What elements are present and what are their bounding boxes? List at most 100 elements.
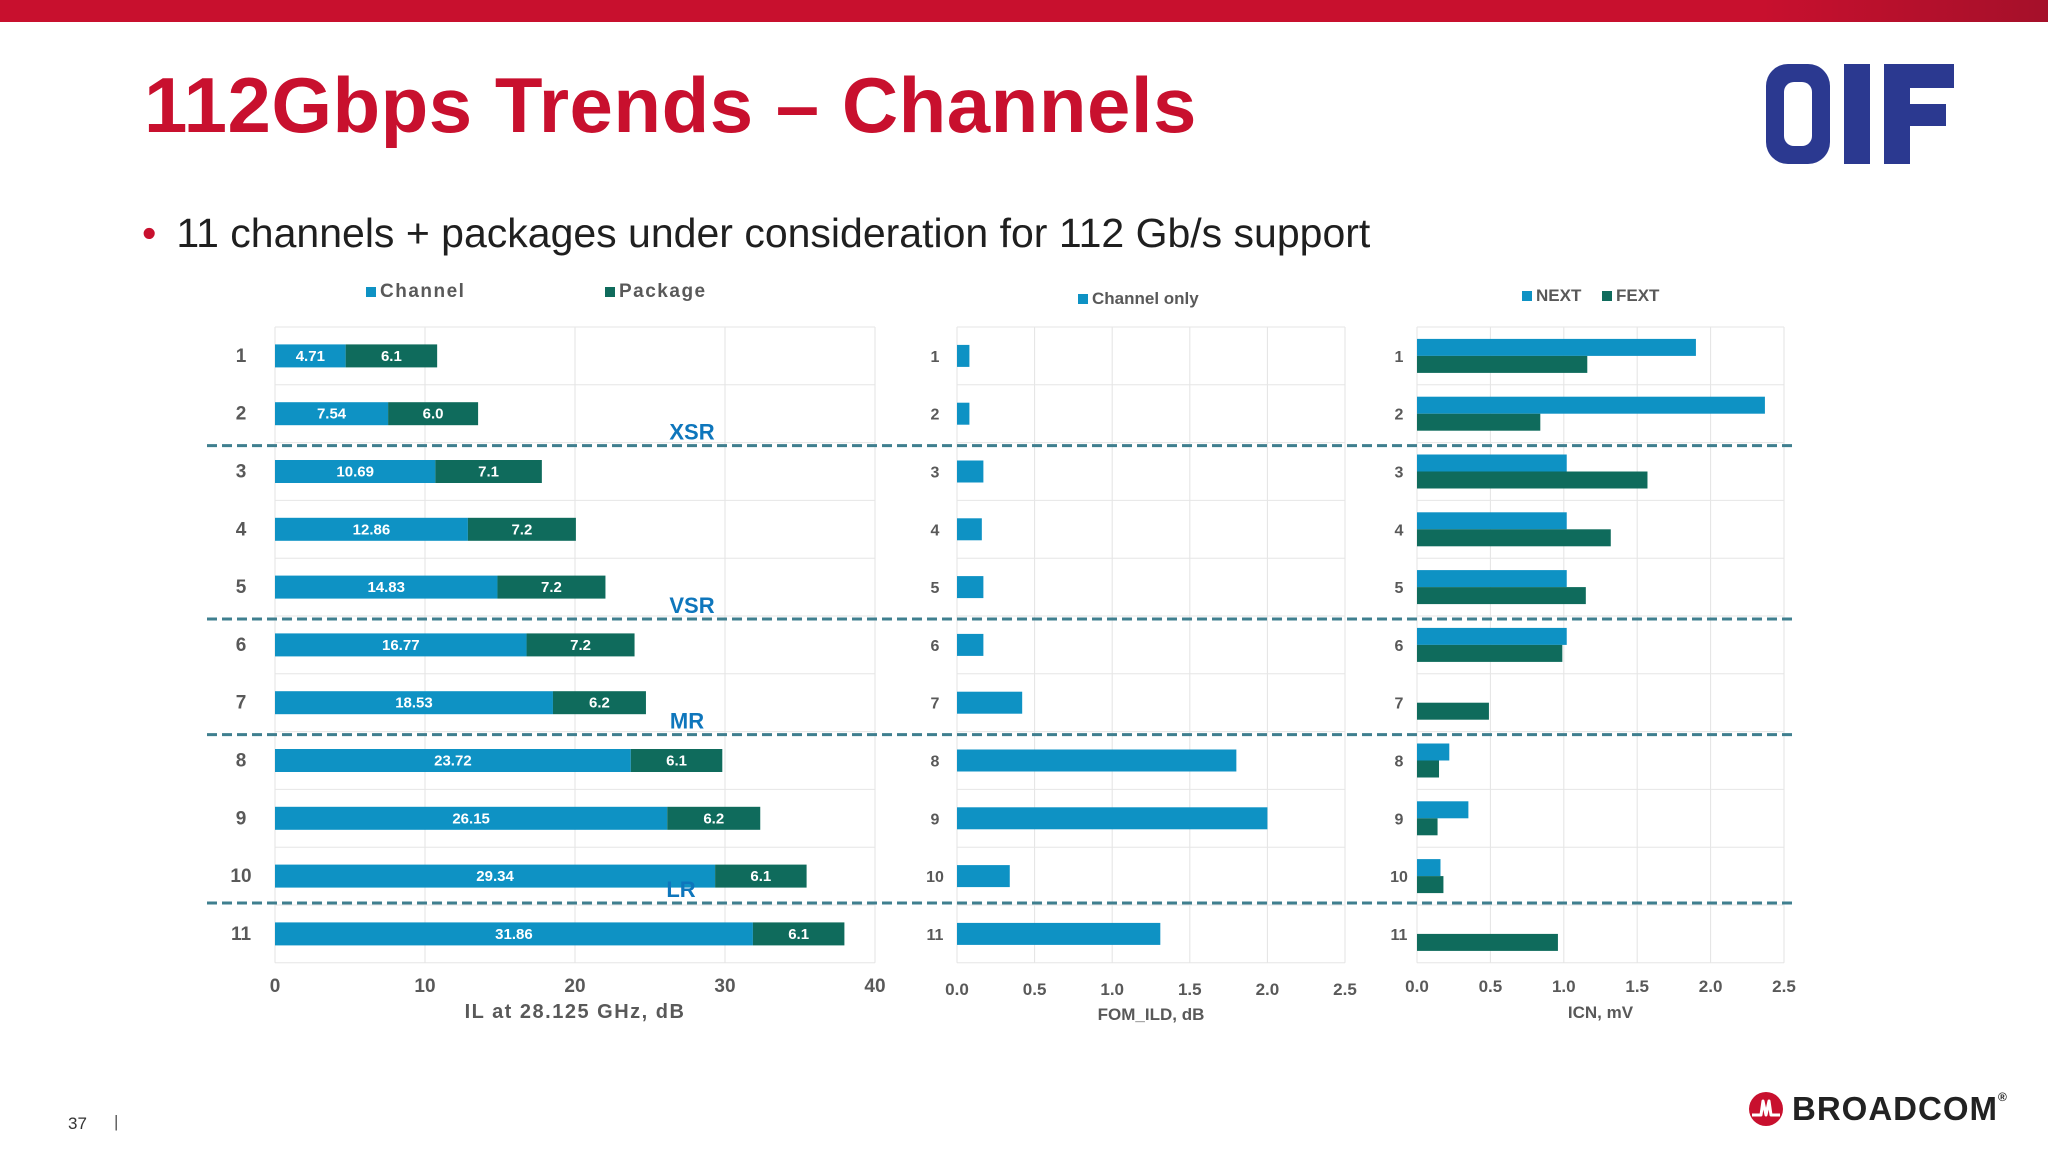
bar-channel — [275, 749, 631, 772]
bar-next — [1417, 627, 1567, 645]
data-label-channel: 29.34 — [476, 868, 514, 885]
x-tick-label: 10 — [414, 976, 435, 997]
bar-next — [1417, 338, 1696, 356]
bar-fext — [1417, 413, 1541, 431]
broadcom-mark-icon — [1749, 1092, 1783, 1126]
category-label: 10 — [926, 869, 944, 886]
data-label-channel: 12.86 — [353, 521, 391, 538]
bar-next — [1417, 801, 1469, 819]
category-label: 3 — [236, 462, 247, 483]
category-label: 1 — [236, 346, 247, 367]
legend-label: FEXT — [1616, 286, 1660, 305]
data-label-package: 6.2 — [589, 695, 610, 712]
page-number: 37 — [68, 1114, 87, 1133]
category-label: 9 — [236, 808, 247, 829]
x-axis-title: ICN, mV — [1568, 1003, 1634, 1022]
bar-channel — [275, 806, 668, 830]
bar-fext — [1417, 471, 1648, 489]
category-label: 8 — [236, 751, 247, 772]
bar-package — [435, 460, 542, 483]
bullet-dot: • — [142, 210, 157, 256]
category-label: 1 — [1395, 349, 1404, 366]
bar-package — [388, 402, 479, 426]
top-accent-bar — [0, 0, 2048, 22]
x-tick-label: 2.0 — [1256, 980, 1280, 999]
broadcom-logo: BROADCOM® — [1748, 1090, 2008, 1128]
category-label: 8 — [931, 754, 940, 771]
bar-channel — [275, 575, 498, 599]
bar-channel-only — [957, 807, 1268, 830]
bar-fext — [1417, 818, 1438, 836]
bar-channel — [275, 691, 553, 715]
bar-channel-only — [957, 691, 1023, 714]
legend-swatch — [1522, 291, 1532, 301]
x-tick-label: 20 — [564, 976, 585, 997]
oif-logo — [1766, 64, 1954, 164]
bar-channel — [275, 633, 527, 657]
bar-package — [497, 575, 606, 599]
data-label-package: 6.2 — [703, 810, 724, 827]
bar-package — [667, 806, 761, 830]
category-label: 4 — [931, 522, 940, 539]
x-tick-label: 2.5 — [1333, 980, 1357, 999]
bar-next — [1417, 743, 1450, 761]
bar-package — [715, 864, 807, 888]
category-label: 6 — [236, 635, 247, 656]
bar-channel-only — [957, 460, 984, 483]
data-label-package: 6.1 — [788, 926, 809, 943]
bar-package — [526, 633, 635, 657]
bar-next — [1417, 859, 1441, 877]
bar-channel-only — [957, 518, 982, 541]
bar-channel-only — [957, 865, 1010, 888]
category-label: 2 — [1395, 407, 1404, 424]
category-label: 4 — [236, 519, 247, 540]
x-tick-label: 0.5 — [1023, 980, 1047, 999]
category-label: 7 — [1395, 696, 1404, 713]
bullet-point: • 11 channels + packages under considerat… — [142, 210, 1370, 257]
category-label: 3 — [1395, 465, 1404, 482]
bar-channel — [275, 922, 753, 946]
category-label: 1 — [931, 349, 940, 366]
data-label-channel: 7.54 — [317, 406, 347, 423]
category-label: 3 — [931, 465, 940, 482]
category-label: 6 — [931, 638, 940, 655]
x-axis-title: FOM_ILD, dB — [1098, 1005, 1205, 1024]
bar-package — [467, 517, 576, 541]
slide-title: 112Gbps Trends – Channels — [144, 61, 1197, 149]
category-label: 2 — [931, 407, 940, 424]
bar-channel-only — [957, 749, 1237, 772]
category-label: 2 — [236, 404, 247, 425]
bar-channel — [275, 864, 716, 888]
bar-fext — [1417, 529, 1611, 547]
x-tick-label: 1.5 — [1625, 977, 1649, 996]
bar-next — [1417, 512, 1567, 530]
band-label: XSR — [669, 420, 714, 445]
bar-fext — [1417, 355, 1588, 373]
data-label-package: 6.1 — [750, 868, 771, 885]
x-tick-label: 0.5 — [1479, 977, 1503, 996]
data-label-channel: 4.71 — [296, 348, 325, 365]
legend-label: Channel only — [1092, 289, 1199, 308]
category-label: 11 — [1391, 927, 1408, 944]
category-label: 11 — [231, 924, 252, 945]
data-label-package: 7.2 — [511, 521, 532, 538]
band-label: LR — [666, 877, 695, 902]
data-label-package: 7.2 — [541, 579, 562, 596]
bar-channel — [275, 460, 436, 483]
bar-channel-only — [957, 633, 984, 656]
bar-next — [1417, 570, 1567, 588]
bar-channel-only — [957, 344, 970, 367]
bar-next — [1417, 396, 1765, 414]
category-label: 4 — [1395, 522, 1404, 539]
bar-fext — [1417, 644, 1563, 662]
x-tick-label: 0 — [270, 976, 281, 997]
category-label: 8 — [1395, 754, 1404, 771]
bar-channel-only — [957, 402, 970, 425]
bar-channel-only — [957, 576, 984, 599]
bar-package — [552, 691, 646, 715]
bar-channel — [275, 517, 468, 541]
x-axis-title: IL at 28.125 GHz, dB — [465, 1001, 686, 1023]
data-label-channel: 26.15 — [452, 810, 490, 827]
x-tick-label: 0.0 — [1405, 977, 1429, 996]
x-tick-label: 1.0 — [1552, 977, 1576, 996]
